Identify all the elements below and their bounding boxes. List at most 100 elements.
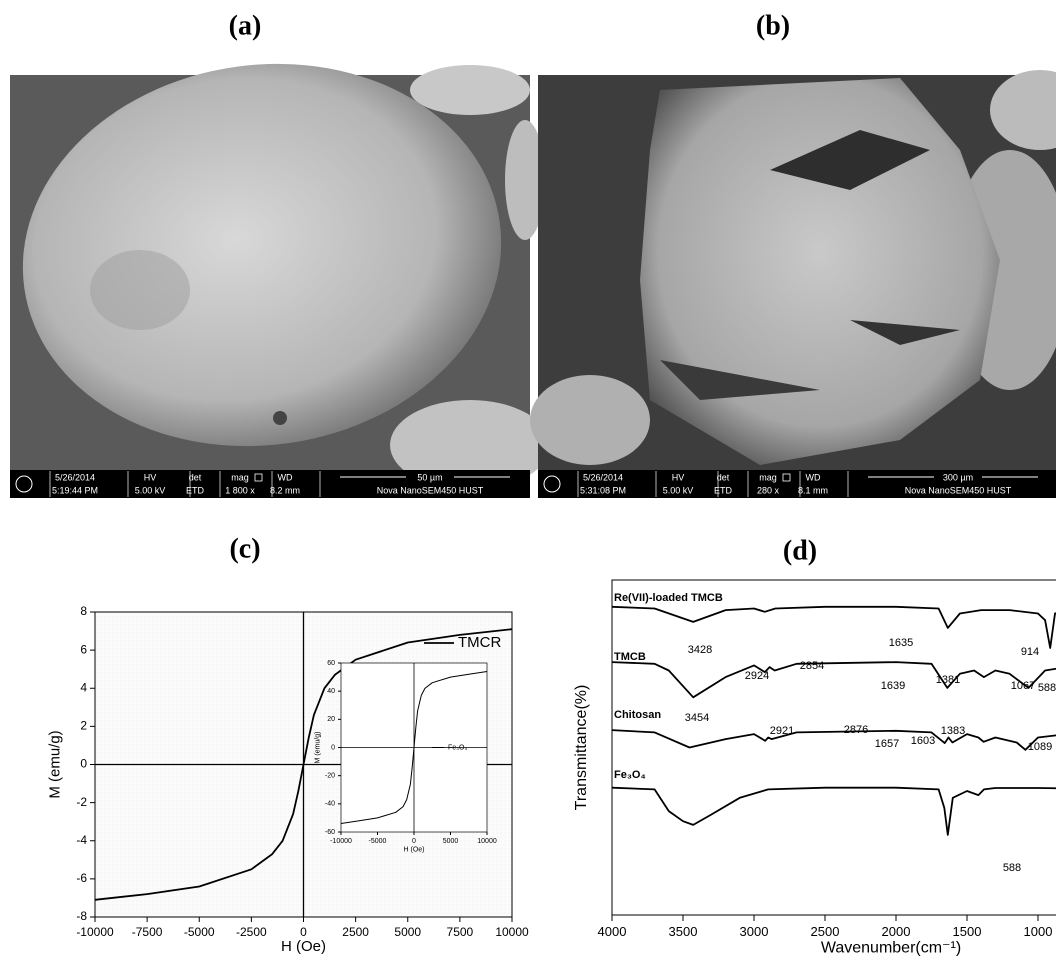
sem-info-text: 8.1 mm [798,485,828,495]
y-tick-label: -4 [76,833,87,847]
panel-label: (d) [783,535,817,566]
x-tick-label: 3500 [669,924,698,939]
series-line [611,605,1056,649]
sem-info-text: WD [278,472,293,482]
sem-info-text: 300 µm [943,472,973,482]
sem-info-text: 5.00 kV [135,485,166,495]
sem-image [530,70,1056,470]
scale-bg [934,472,982,483]
peak-label: 1639 [881,680,905,692]
y-tick-label: 2 [80,719,87,733]
panel-label: (b) [756,10,790,41]
x-tick-label: 5000 [443,838,459,845]
x-tick-label: 4000 [598,924,627,939]
sem-info-text: 5/26/2014 [583,472,623,482]
mag-box [782,473,791,482]
sem-info-text: 8.2 mm [270,485,300,495]
y-tick-label: 20 [327,716,335,723]
sem-info-text: det [189,472,202,482]
x-tick-label: 1500 [953,924,982,939]
sem-info-text: 50 µm [417,472,442,482]
logo [543,475,561,493]
sem-info-text: 5:31:08 PM [580,485,626,495]
x-tick-label: 2500 [342,925,369,939]
sem-info-text: WD [806,472,821,482]
x-tick-label: 5000 [394,925,421,939]
x-axis-label: Wavenumber(cm⁻¹) [821,940,961,957]
x-axis-label: H (Oe) [281,938,326,955]
curve-label: Re(VII)-loaded TMCB [614,592,723,604]
sem-info-text: mag [231,472,249,482]
legend-label: TMCR [458,634,501,651]
sem-info-text: 1 800 x [225,485,255,495]
x-tick-label: 10000 [495,925,529,939]
curve-label: Chitosan [614,709,661,721]
peak-label: 1635 [889,637,913,649]
peak-label: 2921 [770,725,794,737]
plot-frame [611,579,1056,916]
sem-info-bar: 5/26/2014 HV det mag WD 300 µm 5:31:08 PM 5.00 … [538,470,1056,498]
y-tick-label: 8 [80,604,87,618]
series-line [340,671,488,824]
y-tick-label: -8 [76,909,87,923]
x-tick-label: 2500 [811,924,840,939]
sem-info-text: 5/26/2014 [55,472,95,482]
curve-label: Fe₃O₄ [614,769,646,781]
sem-info-text: HV [144,472,157,482]
series-line [94,628,513,901]
y-tick-label: -60 [325,829,335,836]
peak-label: 1067 [1011,680,1035,692]
peak-label: 1381 [936,674,960,686]
x-tick-label: -2500 [236,925,267,939]
sem-info-text: det [717,472,730,482]
series-line [611,729,1056,751]
x-tick-label: 10000 [477,838,497,845]
peak-label: 2854 [800,660,824,672]
x-tick-label: -10000 [76,925,114,939]
x-tick-label: 0 [300,925,307,939]
x-tick-label: 7500 [447,925,474,939]
series-line [611,661,1056,699]
panel-label: (a) [229,10,262,41]
sem-info-text: Nova NanoSEM450 HUST [377,485,484,495]
sem-info-text: 5.00 kV [663,485,694,495]
peak-label: 2876 [844,724,868,736]
peak-label: 3428 [688,644,712,656]
peak-label: 1657 [875,738,899,750]
x-tick-label: 0 [412,838,416,845]
peak-label: 588 [1003,862,1021,874]
x-tick-label: -7500 [132,925,163,939]
y-tick-label: 0 [80,757,87,771]
y-tick-label: 0 [331,744,335,751]
sem-info-text: HV [672,472,685,482]
y-tick-label: 4 [80,680,87,694]
scale-bg [406,472,454,483]
y-axis-label: M (emu/g) [46,730,63,798]
y-tick-label: 6 [80,642,87,656]
sem-info-text: Nova NanoSEM450 HUST [905,485,1012,495]
y-tick-label: 40 [327,688,335,695]
sem-info-text: 5:19:44 PM [52,485,98,495]
mag-box [254,473,263,482]
sem-info-bar: 5/26/2014 HV det mag WD 50 µm 5:19:44 PM 5.00 k… [10,470,530,498]
sem-info-text: 280 x [757,485,780,495]
legend-label: Fe₃O₄ [448,744,467,751]
curve-label: TMCB [614,651,646,663]
x-tick-label: 1000 [1024,924,1053,939]
sem-image [10,63,550,490]
y-tick-label: -20 [325,773,335,780]
panel-label: (c) [229,533,260,564]
peak-label: 2924 [745,670,769,682]
sem-info-text: ETD [186,485,205,495]
x-tick-label: -5000 [369,838,387,845]
y-tick-label: 60 [327,660,335,667]
sem-info-text: mag [759,472,777,482]
logo [15,475,33,493]
y-tick-label: -6 [76,871,87,885]
y-axis-label: M (emu/g) [315,732,322,764]
peak-label: 1383 [941,725,965,737]
sem-info-text: ETD [714,485,733,495]
peak-label: 3454 [685,712,709,724]
series-line [611,786,1056,836]
